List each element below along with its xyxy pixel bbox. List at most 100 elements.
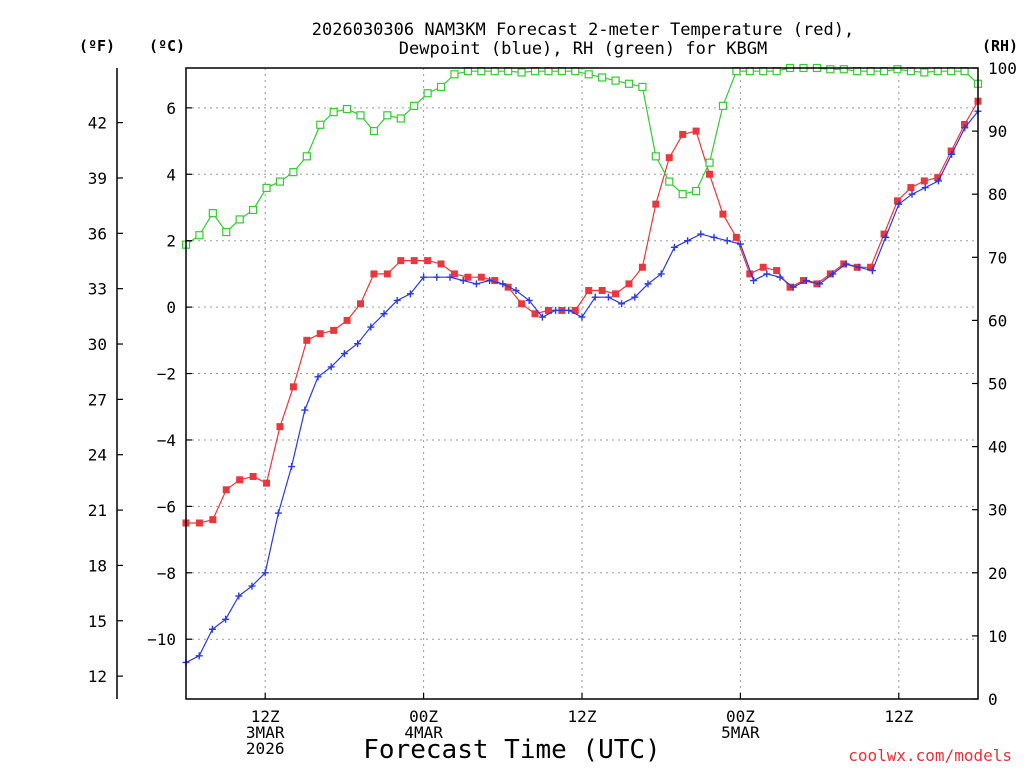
rh-tick-label: 30 — [988, 501, 1007, 520]
celsius-tick-label: −10 — [147, 630, 176, 649]
rh-point — [584, 70, 593, 79]
rh-point — [598, 73, 607, 82]
rh-point — [665, 177, 674, 186]
temperature-point — [867, 263, 875, 271]
rh-point — [611, 76, 620, 85]
dewpoint-point — [274, 509, 282, 517]
x-tick-label: 12Z — [568, 707, 597, 726]
rh-tick-label: 100 — [988, 59, 1017, 78]
temperature-point — [303, 336, 311, 344]
rh-tick-label: 80 — [988, 185, 1007, 204]
fahrenheit-tick-label: 12 — [88, 667, 107, 686]
celsius-unit-label: (ºC) — [149, 37, 185, 55]
temperature-point — [544, 306, 552, 314]
rh-tick-label: 60 — [988, 311, 1007, 330]
x-tick-label: 00Z — [726, 707, 755, 726]
dewpoint-point — [921, 184, 929, 192]
rh-point — [638, 82, 647, 92]
rh-point — [517, 68, 526, 77]
dewpoint-point — [195, 652, 203, 660]
rh-point — [450, 70, 459, 79]
dewpoint-point — [340, 350, 348, 358]
temperature-point — [706, 170, 714, 178]
credit-text: coolwx.com/models — [848, 746, 1012, 765]
fahrenheit-tick-label: 15 — [88, 612, 107, 631]
rh-point — [222, 227, 231, 237]
dewpoint-point — [882, 233, 890, 241]
dewpoint-point — [354, 340, 362, 348]
temperature-point — [450, 270, 458, 278]
temperature-point — [222, 486, 230, 494]
chart-title-line2: Dewpoint (blue), RH (green) for KBGM — [399, 39, 767, 59]
dewpoint-point — [248, 582, 256, 590]
temperature-point — [907, 184, 915, 192]
dewpoint-point — [261, 569, 269, 577]
dewpoint-point — [459, 277, 467, 285]
rh-point — [410, 101, 419, 110]
dewpoint-point — [578, 313, 586, 321]
fahrenheit-tick-label: 24 — [88, 446, 107, 465]
rh-tick-label: 50 — [988, 375, 1007, 394]
celsius-tick-label: 4 — [166, 165, 176, 184]
temperature-point — [612, 290, 620, 298]
rh-point — [208, 209, 217, 218]
temperature-point — [679, 130, 687, 138]
dewpoint-point — [631, 293, 639, 301]
rh-point — [624, 79, 634, 88]
dewpoint-point — [301, 406, 309, 414]
temperature-point — [531, 310, 539, 318]
celsius-tick-label: −2 — [157, 365, 176, 384]
rh-point — [396, 114, 405, 123]
temperature-point — [571, 306, 579, 314]
celsius-tick-label: 6 — [166, 99, 176, 118]
dewpoint-point — [934, 177, 942, 185]
dewpoint-point — [908, 190, 916, 198]
dewpoint-point — [829, 270, 837, 278]
dewpoint-point — [380, 310, 388, 318]
temperature-point — [920, 177, 928, 185]
fahrenheit-tick-label: 30 — [88, 335, 107, 354]
dewpoint-series — [182, 107, 982, 666]
dewpoint-point — [208, 625, 216, 633]
dewpoint-point — [393, 296, 401, 304]
rh-point — [195, 231, 204, 240]
dewpoint-point — [499, 280, 507, 288]
rh-point — [289, 168, 298, 177]
rh-point — [423, 89, 432, 98]
temperature-point — [692, 127, 700, 135]
x-tick-label: 3MAR — [246, 723, 285, 742]
rh-tick-label: 0 — [988, 690, 998, 709]
dewpoint-point — [604, 293, 612, 301]
dewpoint-point — [723, 237, 731, 245]
dewpoint-point — [750, 277, 758, 285]
dewpoint-point — [895, 200, 903, 208]
dewpoint-point — [446, 273, 454, 281]
temperature-point — [773, 267, 781, 275]
temperature-point — [880, 230, 888, 238]
celsius-tick-label: 2 — [166, 232, 176, 251]
temperature-point — [464, 273, 472, 281]
temperature-point — [638, 263, 646, 271]
x-tick-label: 00Z — [409, 707, 438, 726]
celsius-tick-label: 0 — [166, 298, 176, 317]
dewpoint-point — [868, 267, 876, 275]
temperature-point — [424, 257, 432, 265]
rh-tick-label: 70 — [988, 248, 1007, 267]
dewpoint-point — [855, 263, 863, 271]
temperature-point — [652, 200, 660, 208]
rh-tick-label: 10 — [988, 627, 1007, 646]
temperature-point — [893, 197, 901, 205]
fahrenheit-unit-label: (ºF) — [79, 37, 115, 55]
dewpoint-point — [961, 124, 969, 132]
fahrenheit-tick-label: 39 — [88, 169, 107, 188]
rh-tick-label: 40 — [988, 438, 1007, 457]
temperature-point — [249, 472, 257, 480]
rh-point — [839, 65, 848, 74]
rh-series — [181, 63, 983, 249]
dewpoint-point — [288, 463, 296, 471]
temperature-point — [383, 270, 391, 278]
rh-point — [383, 111, 392, 120]
temperature-point — [209, 516, 217, 524]
temperature-point — [625, 280, 633, 288]
dewpoint-point — [736, 240, 744, 248]
